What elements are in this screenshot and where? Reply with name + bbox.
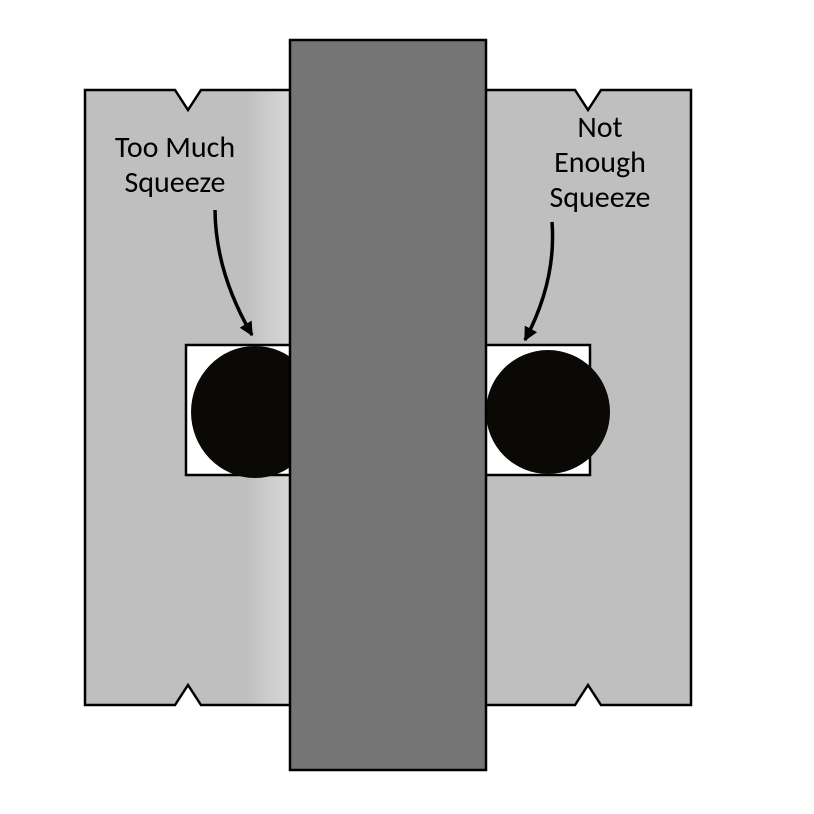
label-too-much-squeeze-line2: Squeeze — [125, 164, 226, 201]
right-o-ring — [486, 350, 610, 474]
label-not-enough-squeeze-line1: Not — [577, 109, 622, 146]
label-not-enough-squeeze-line3: Squeeze — [550, 179, 651, 216]
label-too-much-squeeze-line1: Too Much — [115, 129, 235, 166]
label-not-enough-squeeze-line2: Enough — [554, 144, 646, 181]
center-shaft-block — [290, 40, 486, 770]
